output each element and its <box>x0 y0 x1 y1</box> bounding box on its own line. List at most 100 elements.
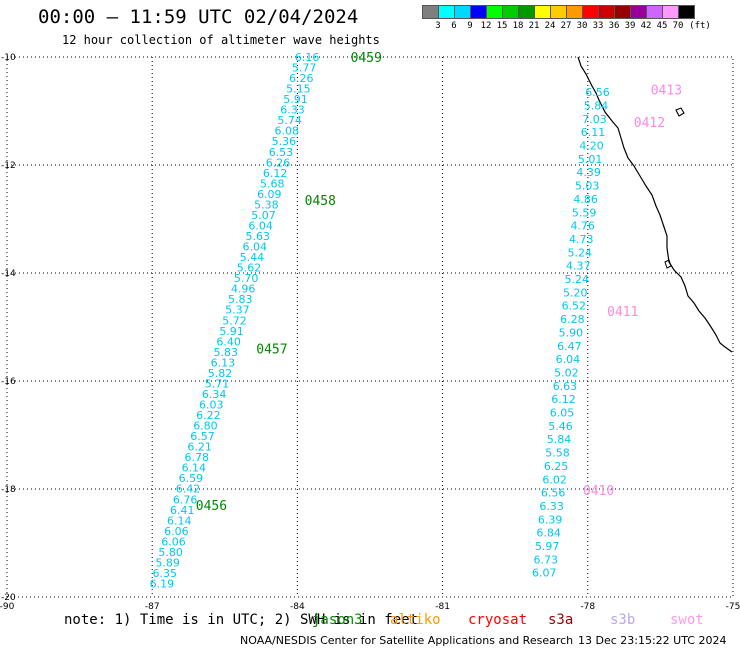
wave-height-value: 5.44 <box>240 251 265 264</box>
mission-legend: jason3 altiko cryosat s3a s3b swot <box>0 612 740 630</box>
wave-height-value: 6.56 <box>541 487 566 500</box>
wave-height-value: 6.13 <box>211 356 236 369</box>
wave-height-value: 6.63 <box>553 380 578 393</box>
track-values: 6.165.776.265.155.916.335.746.085.366.53… <box>150 51 610 591</box>
legend-label: 12 <box>480 21 492 31</box>
wave-height-value: 5.71 <box>205 377 230 390</box>
wave-height-value: 4.86 <box>573 193 598 206</box>
wave-height-value: 5.59 <box>572 206 597 219</box>
wave-height-value: 6.42 <box>176 483 201 496</box>
wave-height-value: 4.96 <box>231 283 256 296</box>
legend-label: 18 <box>512 21 524 31</box>
wave-height-value: 5.07 <box>251 209 276 222</box>
legend-label: 6 <box>451 21 457 31</box>
wave-height-value: 6.07 <box>532 567 557 580</box>
wave-height-value: 5.82 <box>208 367 233 380</box>
legend-label: 36 <box>608 21 620 31</box>
axis-ticks: -90 -87 -84 -81 -78 -75 -10 -12 -14 -16 -18 -20 <box>0 53 740 612</box>
generated-timestamp: 13 Dec 23:15:22 UTC 2024 <box>578 634 727 647</box>
mission-label-swot: swot <box>670 612 704 628</box>
wave-height-value: 5.74 <box>277 114 302 127</box>
legend-label: 42 <box>640 21 652 31</box>
pass-labels: 0459 0458 0457 0456 0413 0412 0411 0410 <box>196 51 682 514</box>
map-border <box>6 56 734 598</box>
wave-height-value: 6.14 <box>167 514 192 527</box>
x-tick-label: -87 <box>145 602 160 612</box>
map-title: 00:00 – 11:59 UTC 02/04/2024 <box>38 6 359 28</box>
wave-height-value: 6.56 <box>585 86 610 99</box>
wave-height-value: 6.59 <box>179 472 204 485</box>
legend-label: 3 <box>435 21 441 31</box>
wave-height-value: 5.38 <box>254 198 279 211</box>
wave-height-value: 6.04 <box>243 241 268 254</box>
wave-height-value: 5.91 <box>283 93 308 106</box>
coastline <box>577 56 733 353</box>
wave-height-value: 5.62 <box>237 262 262 275</box>
wave-height-value: 6.12 <box>551 393 576 406</box>
island-outline <box>664 259 672 269</box>
wave-height-value: 6.03 <box>199 398 224 411</box>
legend-label: 39 <box>624 21 636 31</box>
x-tick-label: -84 <box>290 602 305 612</box>
legend-label: 21 <box>528 21 540 31</box>
mission-label-cryosat: cryosat <box>468 612 528 628</box>
legend-label: 27 <box>560 21 572 31</box>
wave-height-value: 5.01 <box>578 153 603 166</box>
wave-height-value: 6.08 <box>275 125 300 138</box>
wave-height-value: 4.37 <box>566 260 591 273</box>
wave-height-value: 4.76 <box>570 220 595 233</box>
wave-height-value: 6.21 <box>187 441 212 454</box>
wave-height-value: 6.34 <box>202 388 227 401</box>
wave-height-value: 6.76 <box>173 493 198 506</box>
pass-time-label: 0458 <box>305 194 336 209</box>
wave-height-value: 6.04 <box>248 219 273 232</box>
credit-line: NOAA/NESDIS Center for Satellite Applica… <box>240 634 574 647</box>
x-tick-label: -81 <box>435 602 450 612</box>
wave-height-value: 5.20 <box>563 286 588 299</box>
wave-height-value: 6.41 <box>170 504 195 517</box>
wave-height-value: 6.52 <box>562 300 587 313</box>
wave-height-value: 6.57 <box>190 430 215 443</box>
wave-height-value: 6.80 <box>193 420 218 433</box>
pass-time-label: 0413 <box>651 83 682 98</box>
grid-lines <box>7 57 733 597</box>
island-outline <box>675 107 685 117</box>
map-frame <box>6 56 734 598</box>
legend-swatches <box>422 5 695 19</box>
wave-height-value: 6.39 <box>538 513 563 526</box>
mission-label-jason3: jason3 <box>312 612 363 628</box>
footer-note: note: 1) Time is in UTC; 2) SWH is in fe… <box>64 612 419 628</box>
wave-height-value: 5.83 <box>228 293 253 306</box>
wave-height-value: 7.03 <box>582 113 607 126</box>
wave-height-value: 5.89 <box>155 556 180 569</box>
wave-height-value: 6.22 <box>196 409 221 422</box>
legend-label: 33 <box>592 21 604 31</box>
legend-label: 45 <box>656 21 668 31</box>
wave-height-value: 5.36 <box>272 135 297 148</box>
x-tick-label: -78 <box>580 602 595 612</box>
wave-height-value: 5.80 <box>158 546 183 559</box>
legend-label: 9 <box>467 21 473 31</box>
wave-height-value: 5.91 <box>219 325 244 338</box>
wave-height-value: 6.06 <box>164 525 189 538</box>
wave-height-value: 6.26 <box>289 72 314 85</box>
wave-height-value: 5.02 <box>554 366 579 379</box>
pass-time-label: 0411 <box>607 305 638 320</box>
wave-height-value: 6.28 <box>560 313 585 326</box>
wave-height-value: 6.09 <box>257 188 282 201</box>
wave-height-value: 5.24 <box>565 273 590 286</box>
legend-labels: 3 6 9 12 15 18 21 24 27 30 33 36 39 42 45 70 (ft) <box>422 21 711 33</box>
pass-time-label: 0456 <box>196 499 227 514</box>
wave-height-value: 5.03 <box>575 180 600 193</box>
wave-height-value: 5.90 <box>559 326 584 339</box>
wave-height-value: 6.78 <box>184 451 209 464</box>
legend-label: 70 <box>672 21 684 31</box>
wave-height-value: 5.84 <box>547 433 572 446</box>
y-tick-label: -14 <box>1 269 16 279</box>
wave-height-value: 6.06 <box>161 535 186 548</box>
wave-height-value: 6.05 <box>550 407 575 420</box>
y-tick-label: -16 <box>1 377 16 387</box>
wave-height-value: 6.12 <box>263 167 288 180</box>
wave-height-value: 5.58 <box>545 447 570 460</box>
x-tick-label: -90 <box>0 602 15 612</box>
